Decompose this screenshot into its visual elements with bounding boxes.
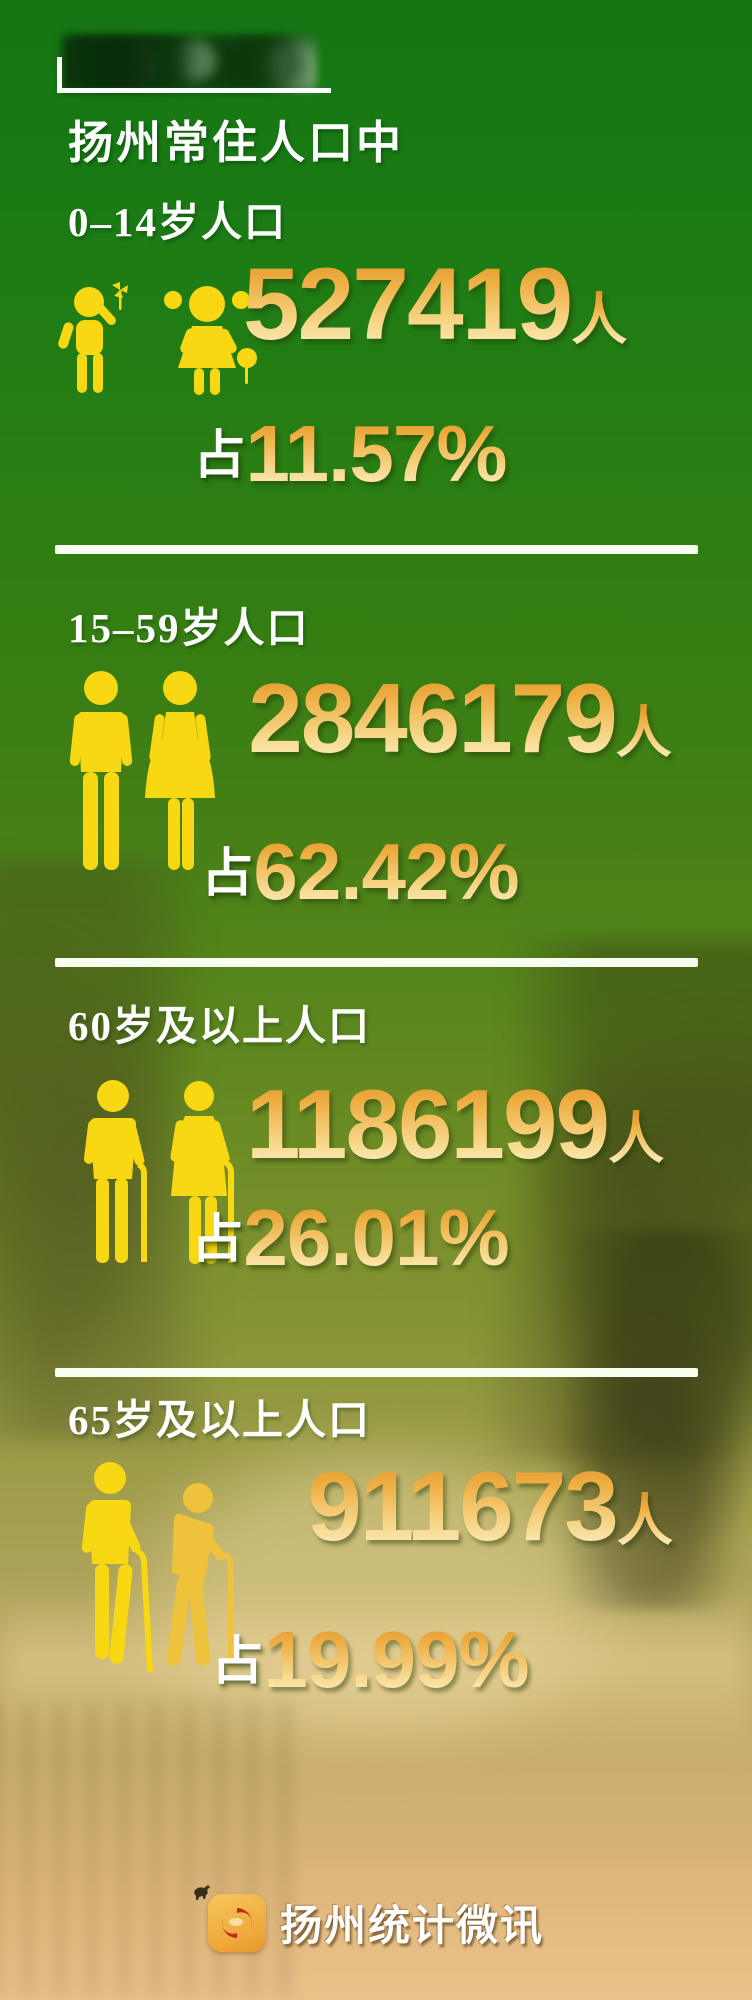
share-prefix: 占 — [193, 427, 246, 485]
blurred-watermark-logo — [62, 34, 317, 92]
share-prefix: 占 — [201, 845, 254, 903]
count-60-plus: 1186199人 — [205, 1068, 705, 1181]
section-label-15-59: 15–59岁人口 — [68, 605, 310, 651]
yangzhou-statistics-logo-icon — [207, 1893, 266, 1952]
footer-brand-name: 扬州统计微讯 — [279, 1902, 544, 1949]
section-label-60-plus: 60岁及以上人口 — [68, 1003, 371, 1049]
share-value: 19.99% — [263, 1615, 529, 1704]
small-animal-silhouette — [192, 1884, 214, 1900]
share-60-plus: 占26.01% — [170, 1192, 530, 1284]
share-value: 11.57% — [245, 409, 508, 498]
count-unit: 人 — [608, 1107, 665, 1170]
share-15-59: 占62.42% — [180, 826, 540, 918]
count-0-14: 527419人 — [195, 246, 675, 363]
background-water-reflection — [0, 1700, 290, 2000]
count-unit: 人 — [616, 1489, 673, 1552]
section-divider-3 — [55, 1368, 698, 1377]
share-0-14: 占11.57% — [170, 408, 530, 500]
count-value: 1186199 — [245, 1069, 610, 1179]
corner-bracket-vertical — [57, 57, 62, 92]
section-label-0-14: 0–14岁人口 — [68, 199, 287, 245]
elderly-couple-icon — [75, 1076, 245, 1281]
section-divider-2 — [55, 958, 698, 967]
count-unit: 人 — [615, 701, 672, 764]
elderly-walking-icon — [80, 1456, 245, 1696]
count-value: 911673 — [307, 1451, 619, 1561]
corner-bracket-horizontal — [57, 88, 331, 93]
section-divider-1 — [55, 545, 698, 554]
share-value: 62.42% — [253, 827, 519, 916]
count-unit: 人 — [571, 288, 628, 351]
count-value: 527419 — [242, 247, 573, 361]
count-65-plus: 911673人 — [240, 1450, 740, 1563]
share-value: 26.01% — [243, 1193, 509, 1282]
section-label-65-plus: 65岁及以上人口 — [68, 1397, 371, 1443]
footer-branding: 扬州统计微讯 — [0, 1892, 752, 1953]
count-15-59: 2846179人 — [210, 662, 710, 775]
share-prefix: 占 — [211, 1633, 264, 1691]
page-title: 扬州常住人口中 — [68, 117, 405, 168]
count-value: 2846179 — [248, 663, 618, 773]
share-prefix: 占 — [191, 1211, 244, 1269]
children-icon — [55, 280, 270, 405]
share-65-plus: 占19.99% — [190, 1614, 550, 1706]
adults-icon — [69, 668, 215, 908]
